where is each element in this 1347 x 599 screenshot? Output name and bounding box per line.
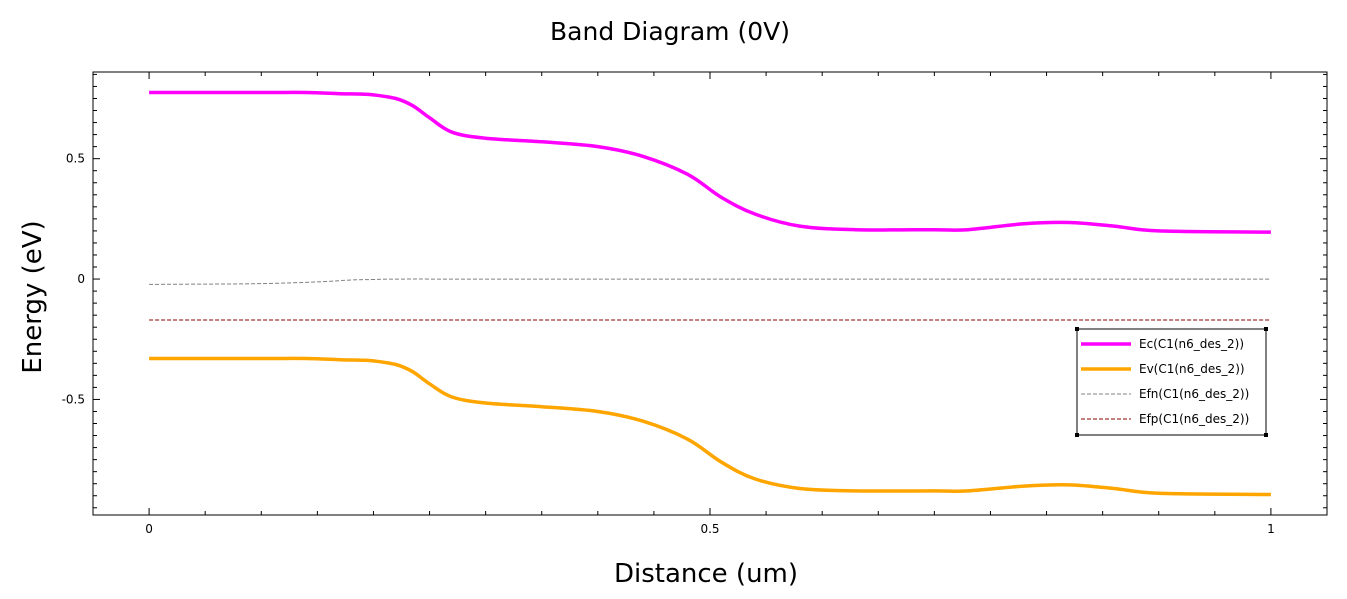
x-tick-label: 0 bbox=[145, 522, 153, 536]
legend-label-3: Efp(C1(n6_des_2)) bbox=[1139, 412, 1249, 426]
legend-corner-handle bbox=[1075, 433, 1079, 437]
series-line-2 bbox=[149, 278, 1271, 285]
legend-box bbox=[1076, 328, 1267, 436]
legend-corner-handle bbox=[1264, 327, 1268, 331]
legend: Ec(C1(n6_des_2)) Ev(C1(n6_des_2)) Efn(C1(n… bbox=[1075, 327, 1268, 437]
y-tick-label: -0.5 bbox=[62, 392, 85, 406]
legend-label-2: Efn(C1(n6_des_2)) bbox=[1139, 387, 1249, 401]
series-line-1 bbox=[149, 356, 1271, 497]
x-axis-label: Distance (um) bbox=[614, 559, 798, 589]
series-lines bbox=[149, 90, 1271, 497]
y-tick-label: 0.5 bbox=[66, 152, 85, 166]
legend-label-1: Ev(C1(n6_des_2)) bbox=[1139, 362, 1245, 376]
legend-label-0: Ec(C1(n6_des_2)) bbox=[1139, 337, 1244, 351]
chart-title: Band Diagram (0V) bbox=[550, 17, 790, 46]
axis-ticks: 0 0.5 1 0.5 0 -0.5 bbox=[62, 72, 1328, 536]
y-axis-label: Energy (eV) bbox=[18, 220, 48, 373]
x-tick-label: 1 bbox=[1267, 522, 1275, 536]
legend-corner-handle bbox=[1075, 327, 1079, 331]
y-tick-label: 0 bbox=[77, 272, 85, 286]
plot-frame bbox=[92, 71, 1328, 516]
x-tick-label: 0.5 bbox=[700, 522, 719, 536]
series-line-0 bbox=[149, 90, 1271, 234]
legend-corner-handle bbox=[1264, 433, 1268, 437]
